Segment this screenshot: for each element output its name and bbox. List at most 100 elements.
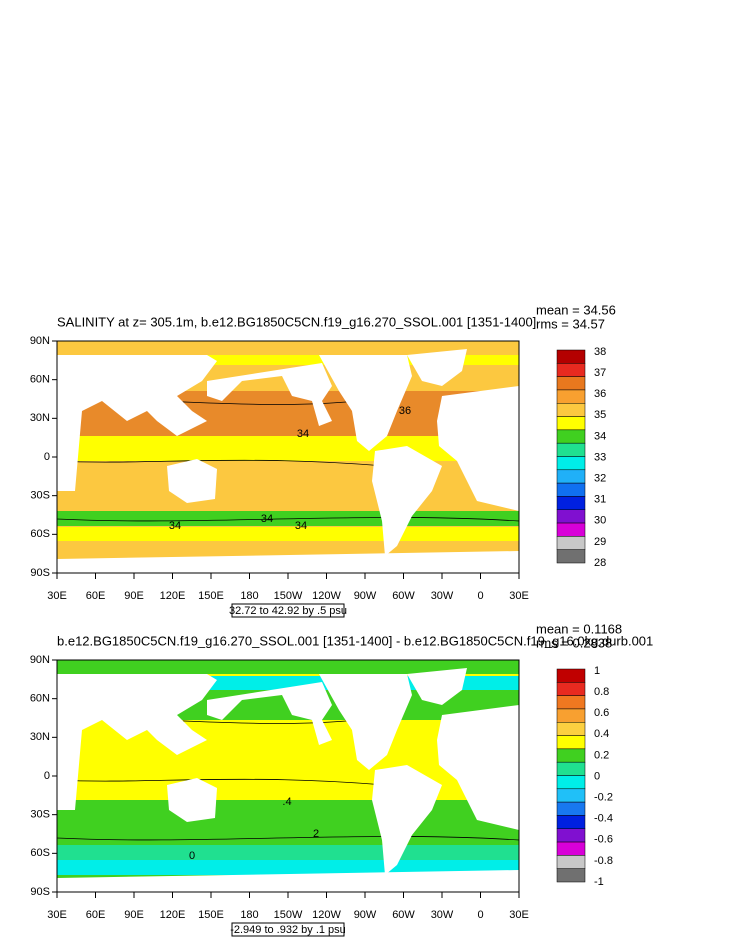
colorbar-box <box>556 522 586 537</box>
colorbar-label: -0.6 <box>594 834 613 846</box>
colorbar-label: 38 <box>594 346 606 358</box>
lat-label: 90S <box>30 886 50 898</box>
lon-label: 180 <box>240 909 258 921</box>
mean-stat: mean = 34.56 <box>536 302 616 317</box>
colorbar-label: 29 <box>594 536 606 548</box>
colorbar-box <box>556 828 586 843</box>
colorbar-box <box>556 668 586 683</box>
ocean-field <box>57 527 519 541</box>
ocean-field <box>57 355 519 365</box>
contour-label: .4 <box>282 796 291 808</box>
colorbar-label: -0.4 <box>594 813 613 825</box>
colorbar-label: 1 <box>594 665 600 677</box>
contour-label: 34 <box>261 513 273 525</box>
panel-title: SALINITY at z= 305.1m, b.e12.BG1850C5CN.… <box>57 314 536 329</box>
info-box <box>231 922 345 937</box>
colorbar-label: 30 <box>594 515 606 527</box>
lon-label: 120E <box>160 909 186 921</box>
colorbar-box <box>556 748 586 763</box>
colorbar-box <box>556 482 586 497</box>
lon-label: 180 <box>240 590 258 602</box>
colorbar-label: 33 <box>594 451 606 463</box>
map <box>56 340 520 574</box>
colorbar-box <box>556 349 586 364</box>
map <box>56 659 520 893</box>
lon-label: 150W <box>274 909 303 921</box>
colorbar-box <box>556 708 586 723</box>
colorbar-box <box>556 775 586 790</box>
lon-label: 150E <box>198 590 224 602</box>
panel-title: b.e12.BG1850C5CN.f19_g16.270_SSOL.001 [1… <box>57 633 653 648</box>
lon-label: 90E <box>124 909 144 921</box>
colorbar-label: 34 <box>594 430 606 442</box>
lat-label: 60S <box>30 847 50 859</box>
contour-label: 34 <box>169 520 181 532</box>
colorbar-box <box>556 855 586 869</box>
colorbar-box <box>556 403 586 417</box>
colorbar-label: -0.8 <box>594 855 613 867</box>
lat-label: 60S <box>30 528 50 540</box>
colorbar-label: 0 <box>594 770 600 782</box>
ocean-field <box>57 660 519 674</box>
lon-label: 150E <box>198 909 224 921</box>
contour-label: 36 <box>399 405 411 417</box>
ocean-field <box>57 860 519 875</box>
contour-label: 0 <box>189 850 195 862</box>
lon-label: 150W <box>274 590 303 602</box>
lon-label: 0 <box>477 590 483 602</box>
colorbar-label: 28 <box>594 557 606 569</box>
lon-label: 30E <box>47 909 67 921</box>
lat-label: 30N <box>30 412 50 424</box>
colorbar-label: 0.4 <box>594 728 609 740</box>
colorbar-box <box>556 469 586 484</box>
rms-stat: rms = 34.57 <box>536 316 605 331</box>
lon-label: 0 <box>477 909 483 921</box>
colorbar-label: 37 <box>594 367 606 379</box>
lon-label: 30E <box>509 590 529 602</box>
lon-label: 30E <box>47 590 67 602</box>
colorbar-box <box>556 536 586 550</box>
colorbar-box <box>556 363 586 377</box>
colorbar-box <box>556 416 586 431</box>
colorbar-box <box>556 695 586 710</box>
rms-stat: rms = 0.2838 <box>536 635 612 650</box>
lat-label: 60N <box>30 374 50 386</box>
colorbar-box <box>556 735 586 750</box>
colorbar-box <box>556 801 586 816</box>
colorbar-label: 0.8 <box>594 686 609 698</box>
colorbar-label: -0.2 <box>594 792 613 804</box>
lat-label: 0 <box>44 770 50 782</box>
colorbar-label: 0.6 <box>594 707 609 719</box>
info-label: 32.72 to 42.92 by .5 psu <box>229 605 347 617</box>
lat-label: 60N <box>30 693 50 705</box>
lat-label: 0 <box>44 451 50 463</box>
colorbar-box <box>556 496 586 510</box>
colorbar-box <box>556 509 586 524</box>
lon-label: 30W <box>431 909 454 921</box>
colorbar-box <box>556 722 586 736</box>
colorbar-box <box>556 841 586 856</box>
mean-stat: mean = 0.1168 <box>536 621 622 636</box>
lon-label: 90W <box>354 909 377 921</box>
contour-label: 34 <box>297 428 309 440</box>
colorbar-box <box>556 788 586 803</box>
colorbar-box <box>556 389 586 404</box>
colorbar-label: -1 <box>594 876 604 888</box>
lat-label: 90N <box>30 654 50 666</box>
colorbar-box <box>556 429 586 444</box>
info-label: -2.949 to .932 by .1 psu <box>230 924 346 936</box>
colorbar-box <box>556 442 586 457</box>
ocean-field <box>57 461 519 516</box>
lon-label: 120W <box>312 590 341 602</box>
lon-label: 90W <box>354 590 377 602</box>
lon-label: 60E <box>86 590 106 602</box>
colorbar-label: 36 <box>594 388 606 400</box>
info-box <box>231 603 345 618</box>
lon-label: 30W <box>431 590 454 602</box>
lon-label: 60W <box>392 590 415 602</box>
lon-label: 120E <box>160 590 186 602</box>
lat-label: 90S <box>30 567 50 579</box>
lon-label: 60W <box>392 909 415 921</box>
colorbar-label: 32 <box>594 473 606 485</box>
colorbar-box <box>556 868 586 883</box>
